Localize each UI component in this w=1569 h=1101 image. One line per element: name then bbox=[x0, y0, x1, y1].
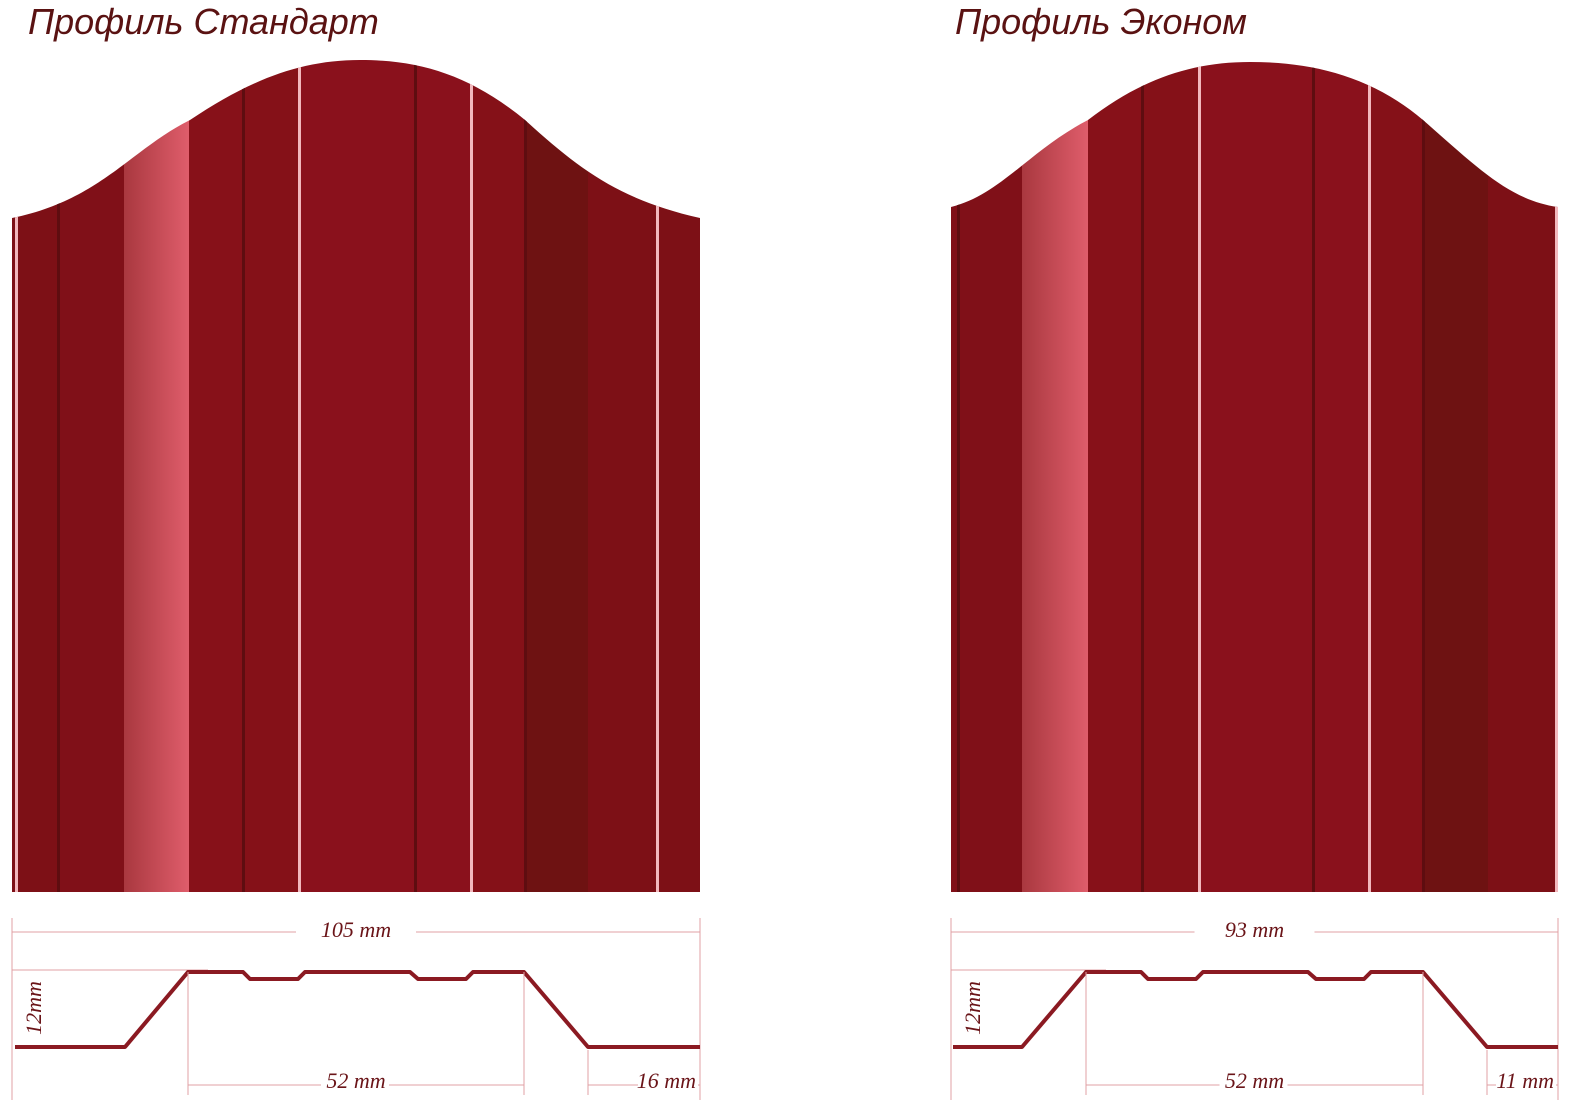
panel-band bbox=[951, 62, 1022, 892]
profile-section bbox=[15, 970, 700, 1049]
panel-band bbox=[1488, 62, 1558, 892]
seam bbox=[1422, 62, 1425, 892]
panel-band bbox=[298, 60, 470, 892]
shine bbox=[470, 60, 473, 892]
panel-band bbox=[525, 60, 588, 892]
panel-band bbox=[1423, 62, 1488, 892]
dim-label: 52 mm bbox=[326, 1068, 385, 1093]
dim-label: 12mm bbox=[960, 981, 985, 1035]
panel-band bbox=[1368, 62, 1423, 892]
panel bbox=[12, 60, 700, 892]
dim-label: 52 mm bbox=[1225, 1068, 1284, 1093]
panel-band bbox=[189, 60, 243, 892]
seam bbox=[414, 60, 417, 892]
panel-band bbox=[470, 60, 525, 892]
panel-band bbox=[58, 60, 124, 892]
profile-title: Профиль Стандарт bbox=[28, 1, 379, 42]
dim-label: 105 mm bbox=[321, 917, 391, 942]
seam bbox=[57, 60, 60, 892]
profile-title: Профиль Эконом bbox=[955, 1, 1247, 42]
panel-band bbox=[1022, 62, 1088, 892]
shine bbox=[1368, 62, 1371, 892]
label-bg bbox=[321, 1071, 389, 1099]
seam bbox=[524, 60, 527, 892]
shine bbox=[1198, 62, 1201, 892]
panel bbox=[951, 62, 1558, 892]
label-bg bbox=[1219, 1071, 1288, 1099]
seam bbox=[1312, 62, 1315, 892]
dim-label: 12mm bbox=[21, 981, 46, 1035]
panel-band bbox=[1088, 62, 1142, 892]
seam bbox=[1141, 62, 1144, 892]
shine bbox=[15, 60, 18, 892]
seam bbox=[242, 60, 245, 892]
shine bbox=[298, 60, 301, 892]
label-bg bbox=[638, 1071, 698, 1099]
dim-label: 11 mm bbox=[1496, 1068, 1554, 1093]
label-bg bbox=[1496, 1071, 1556, 1099]
panel-band bbox=[1142, 62, 1198, 892]
panel-band bbox=[588, 60, 700, 892]
panel-band bbox=[124, 60, 189, 892]
dim-label: 16 mm bbox=[637, 1068, 696, 1093]
label-bg bbox=[296, 918, 416, 946]
panel-band bbox=[243, 60, 298, 892]
profile-section bbox=[953, 970, 1558, 1049]
dim-label: 93 mm bbox=[1225, 917, 1284, 942]
seam bbox=[957, 62, 960, 892]
panel-band bbox=[12, 60, 58, 892]
shine bbox=[1555, 62, 1558, 892]
panel-band bbox=[1198, 62, 1368, 892]
label-bg bbox=[1194, 918, 1315, 946]
shine bbox=[656, 60, 659, 892]
